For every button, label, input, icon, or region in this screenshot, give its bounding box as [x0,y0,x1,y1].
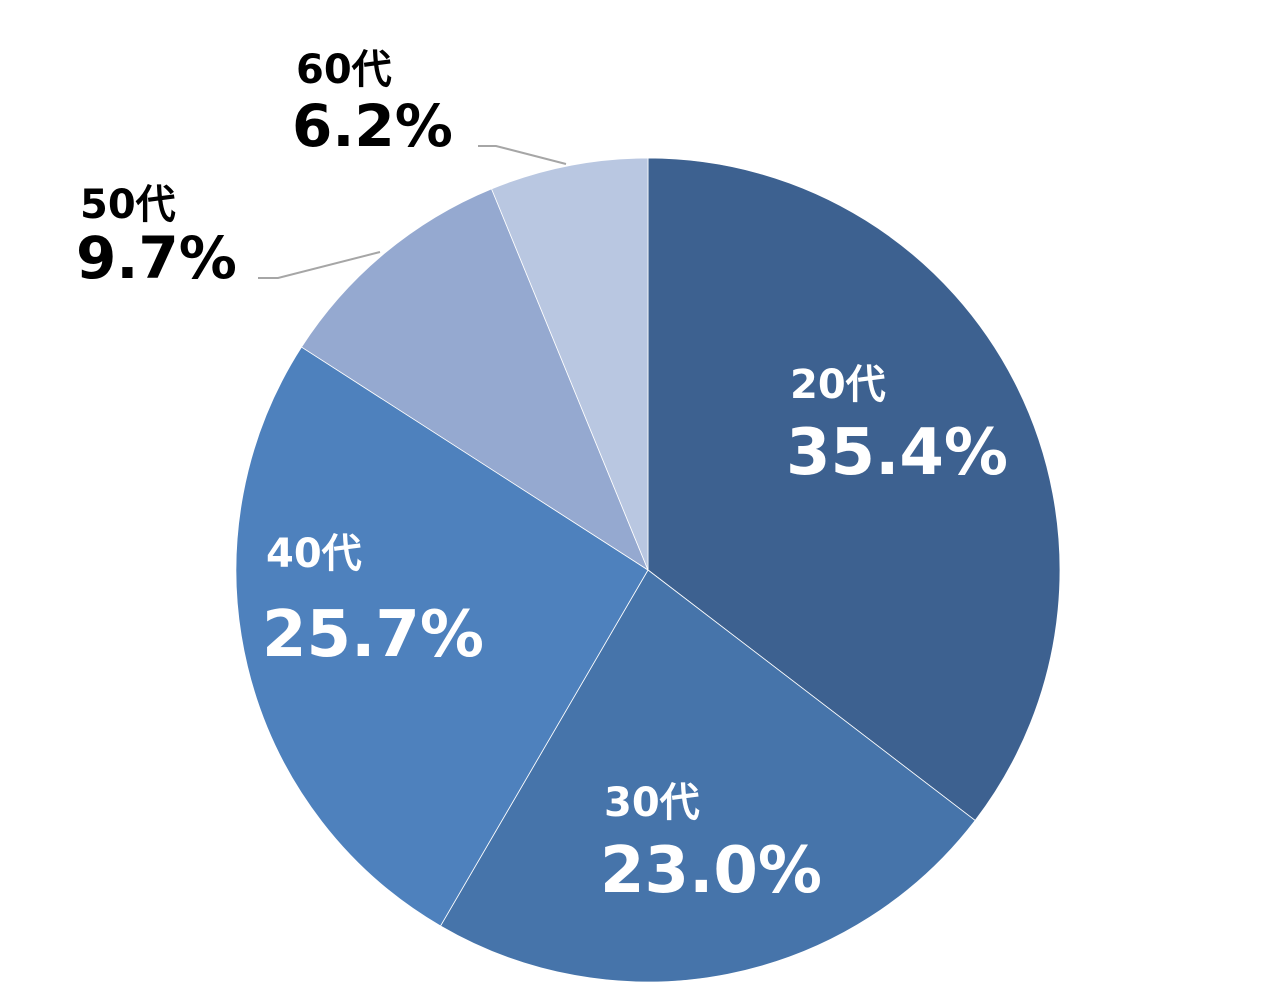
category-label-50: 50代 [80,182,176,228]
category-label-20: 20代 [790,362,886,408]
pie-slice-60 [491,157,649,571]
pie-slice-30 [439,569,976,983]
pie-slice-20 [647,157,1061,822]
pie-slice-40 [235,346,649,927]
value-label-60: 6.2% [292,92,453,160]
pie-slice-50 [300,188,649,572]
leader-lines [258,145,567,279]
category-label-40: 40代 [266,531,362,577]
pie-slices [235,157,1061,983]
value-label-50: 9.7% [76,224,237,292]
category-label-30: 30代 [604,780,700,826]
value-label-20: 35.4% [786,416,1008,490]
leader-line-50 [258,251,381,279]
value-label-30: 23.0% [600,834,822,908]
leader-line-60 [478,145,567,165]
value-label-40: 25.7% [262,598,484,672]
category-label-60: 60代 [296,47,392,93]
